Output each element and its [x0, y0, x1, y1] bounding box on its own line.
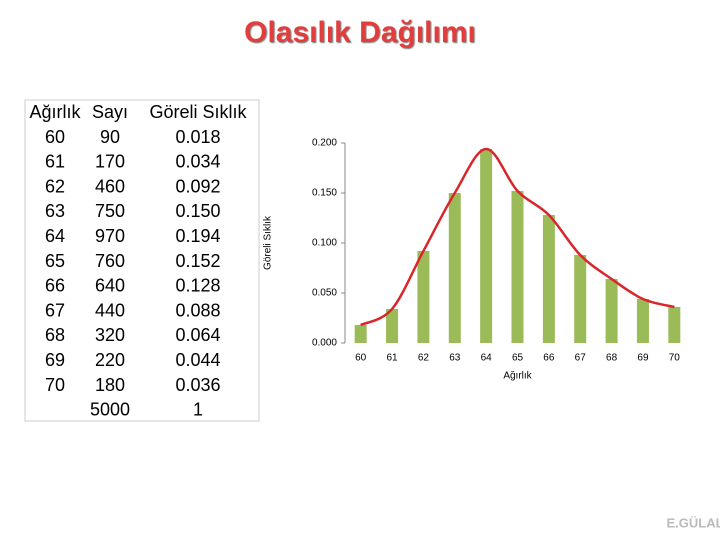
table-cell: 220: [95, 350, 125, 370]
bar: [574, 255, 587, 343]
table-cell: 640: [95, 276, 125, 296]
x-tick-label: 62: [418, 353, 430, 364]
x-tick-label: 68: [606, 353, 618, 364]
table-cell: 460: [95, 176, 125, 196]
x-tick-label: 70: [669, 353, 681, 364]
table-total: 5000: [90, 400, 130, 420]
bar: [668, 307, 681, 343]
x-tick-label: 64: [481, 353, 493, 364]
y-tick-label: 0.200: [312, 138, 337, 149]
table-cell: 0.034: [175, 152, 220, 172]
bar: [480, 149, 493, 343]
table-cell: 440: [95, 300, 125, 320]
table-cell: 0.194: [175, 226, 220, 246]
table-cell: 66: [45, 276, 65, 296]
x-tick-label: 66: [543, 353, 555, 364]
x-tick-label: 67: [575, 353, 587, 364]
table-cell: 64: [45, 226, 65, 246]
bar: [417, 251, 430, 343]
bar: [354, 325, 367, 343]
table-cell: 0.152: [175, 251, 220, 271]
footer: E.GÜLAL: [666, 515, 720, 530]
bar: [542, 215, 555, 343]
table-cell: 970: [95, 226, 125, 246]
table-cell: 0.150: [175, 201, 220, 221]
bar: [511, 191, 524, 343]
x-tick-label: 69: [637, 353, 649, 364]
table-cell: 0.088: [175, 300, 220, 320]
table-cell: 90: [100, 127, 120, 147]
y-tick-label: 0.050: [312, 288, 337, 299]
bar: [448, 193, 461, 343]
y-tick-label: 0.000: [312, 338, 337, 349]
y-axis-label: Göreli Sıklık: [263, 215, 274, 270]
table-total: 1: [193, 400, 203, 420]
table-border: [24, 99, 260, 422]
table-cell: 63: [45, 201, 65, 221]
x-tick-label: 63: [449, 353, 461, 364]
x-tick-label: 65: [512, 353, 524, 364]
title: Olasılık Dağılımı: [244, 16, 476, 49]
x-tick-label: 60: [355, 353, 367, 364]
bar: [636, 299, 649, 343]
table-cell: 170: [95, 152, 125, 172]
y-tick-label: 0.150: [312, 188, 337, 199]
table-header: Sayı: [92, 102, 128, 122]
bar: [386, 309, 399, 343]
x-tick-label: 61: [386, 353, 398, 364]
table-cell: 0.036: [175, 375, 220, 395]
table-cell: 0.018: [175, 127, 220, 147]
table-cell: 750: [95, 201, 125, 221]
table-cell: 67: [45, 300, 65, 320]
table-cell: 65: [45, 251, 65, 271]
table-cell: 68: [45, 325, 65, 345]
table-cell: 69: [45, 350, 65, 370]
table-header: Göreli Sıklık: [149, 102, 247, 122]
bar: [605, 279, 618, 343]
table-cell: 0.128: [175, 276, 220, 296]
table-cell: 0.064: [175, 325, 220, 345]
table-cell: 61: [45, 152, 65, 172]
table-header: Ağırlık: [29, 102, 81, 122]
table-cell: 320: [95, 325, 125, 345]
curve: [360, 147, 675, 327]
table-cell: 0.092: [175, 176, 220, 196]
table-cell: 0.044: [175, 350, 220, 370]
x-axis-label: Ağırlık: [503, 371, 532, 382]
table-cell: 70: [45, 375, 65, 395]
table-cell: 62: [45, 176, 65, 196]
table-cell: 180: [95, 375, 125, 395]
table-cell: 60: [45, 127, 65, 147]
table-cell: 760: [95, 251, 125, 271]
y-tick-label: 0.100: [312, 238, 337, 249]
